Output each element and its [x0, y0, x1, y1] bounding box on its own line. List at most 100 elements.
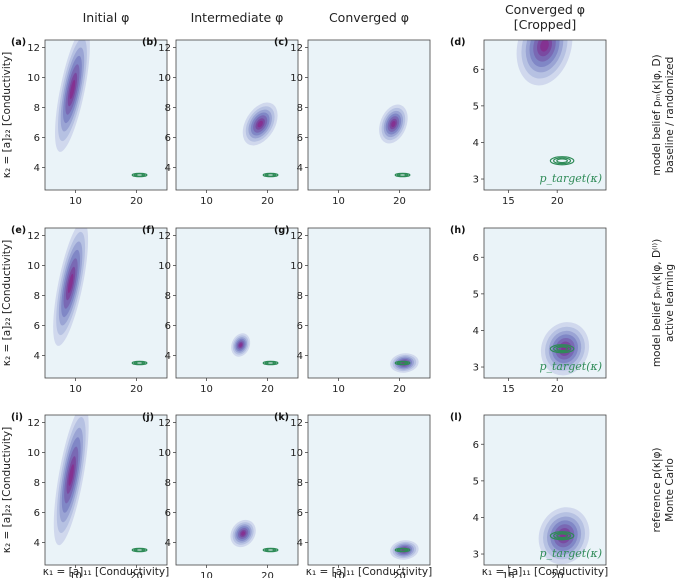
y-tick-label: 12: [290, 418, 303, 429]
panel-plot-area: [231, 333, 279, 366]
panel-g: 10 20 4 6 8 10 12(g): [274, 225, 431, 395]
y-tick-label: 6: [165, 133, 171, 144]
row-label-line: active learning: [664, 264, 676, 342]
target-contour: [553, 345, 572, 353]
panel-plot-area: [379, 104, 411, 178]
panel-f: 10 20 4 6 8 10 12(f): [142, 225, 299, 395]
y-axis-label-text: κ₂ = [a]₂₂ [Conductivity]: [1, 52, 13, 178]
target-contour: [266, 173, 275, 177]
panel-d: p_target(κ) 15 20 3 4 5 6 (d): [450, 37, 607, 207]
y-tick-label: 4: [473, 326, 479, 337]
x-tick-label: 20: [393, 571, 406, 578]
target-contour: [556, 533, 568, 539]
panel-plot-area: [538, 507, 590, 565]
y-tick-label: 4: [297, 163, 303, 174]
x-tick-label: 15: [502, 571, 515, 578]
y-tick-label: 6: [34, 321, 40, 332]
panel-letter: (h): [450, 225, 465, 236]
panel-letter: (c): [274, 37, 288, 48]
x-tick-label: 10: [200, 196, 213, 207]
target-contour: [549, 531, 575, 541]
y-tick-label: 10: [158, 261, 171, 272]
y-tick-label: 8: [165, 291, 171, 302]
belief-density-contour: [67, 273, 74, 294]
belief-density-contour: [241, 531, 246, 536]
y-tick-label: 8: [34, 478, 40, 489]
panel-plot-area: [390, 353, 419, 373]
x-tick-label: 10: [69, 384, 82, 395]
row-label-text: model belief pₘ(κ|φ, D⁽ⁱ⁾)active learnin…: [651, 239, 676, 367]
y-tick-label: 10: [158, 448, 171, 459]
x-axis-label: κ₁ = [a]₁₁ [Conductivity]: [306, 566, 432, 578]
panel-frame: [44, 39, 168, 191]
x-tick-label: 10: [332, 571, 345, 578]
y-tick-label: 12: [290, 43, 303, 54]
x-tick-label: 20: [261, 571, 274, 578]
panel-frame: [44, 414, 168, 566]
target-contour: [556, 158, 568, 164]
row-label-line: model belief pₘ(κ|φ, D⁽ⁱ⁾): [651, 239, 663, 367]
panel-plot-area: [242, 102, 279, 178]
belief-density-contour: [391, 121, 396, 128]
target-contour: [135, 548, 144, 552]
target-contour: [553, 532, 572, 540]
target-contour: [135, 361, 144, 365]
row-label-line: reference p(κ|φ): [651, 448, 663, 533]
y-tick-label: 6: [473, 440, 479, 451]
x-tick-label: 20: [261, 384, 274, 395]
panel-background: [176, 40, 298, 190]
x-tick-label: 10: [200, 384, 213, 395]
y-tick-label: 10: [158, 73, 171, 84]
y-tick-label: 5: [473, 289, 479, 300]
y-tick-label: 12: [27, 43, 40, 54]
y-tick-label: 12: [158, 418, 171, 429]
target-contour: [549, 156, 575, 166]
panel-frame: [483, 414, 607, 566]
panel-frame: [175, 39, 299, 191]
panel-plot-area: [540, 322, 590, 376]
y-tick-label: 10: [27, 73, 40, 84]
target-label: p_target(κ): [539, 360, 602, 373]
panel-plot-area: [53, 415, 148, 553]
y-tick-label: 4: [34, 163, 40, 174]
panel-frame: [307, 227, 431, 379]
x-tick-label: 20: [130, 571, 143, 578]
y-tick-label: 4: [165, 538, 171, 549]
belief-density-contour: [68, 464, 74, 486]
x-tick-label: 10: [69, 571, 82, 578]
panel-plot-area: [390, 540, 419, 560]
panel-background: [308, 40, 430, 190]
y-tick-label: 12: [158, 43, 171, 54]
x-tick-label: 20: [551, 571, 564, 578]
belief-density-contour: [540, 40, 549, 52]
y-tick-label: 4: [34, 538, 40, 549]
y-tick-label: 6: [297, 321, 303, 332]
panel-frame: [175, 414, 299, 566]
column-title: Intermediate φ: [191, 10, 284, 25]
y-axis-label: κ₂ = [a]₂₂ [Conductivity]: [1, 52, 13, 178]
target-label: p_target(κ): [539, 547, 602, 560]
x-tick-label: 10: [332, 196, 345, 207]
belief-density-contour: [69, 79, 76, 100]
panel-plot-area: [53, 228, 148, 366]
belief-density-contour: [239, 343, 243, 347]
row-label-line: Monte Carlo: [664, 458, 676, 521]
panel-plot-area: [516, 40, 575, 166]
y-tick-label: 6: [297, 133, 303, 144]
panel-i: 10 20 4 6 8 10 12 (i): [11, 412, 168, 578]
y-tick-label: 12: [158, 231, 171, 242]
panel-letter: (a): [11, 37, 26, 48]
panel-plot-area: [230, 519, 279, 553]
y-tick-label: 5: [473, 476, 479, 487]
x-tick-label: 20: [393, 196, 406, 207]
target-contour: [266, 361, 275, 365]
row-label-text: model belief pₘ(κ|φ, D)baseline / random…: [651, 54, 676, 175]
y-tick-label: 8: [165, 103, 171, 114]
panel-k: 10 20 4 6 8 10 12(k): [274, 412, 431, 578]
target-contour: [549, 344, 575, 354]
panel-j: 10 20 4 6 8 10 12 (j): [142, 412, 299, 578]
target-contour: [556, 346, 568, 352]
y-tick-label: 4: [165, 163, 171, 174]
